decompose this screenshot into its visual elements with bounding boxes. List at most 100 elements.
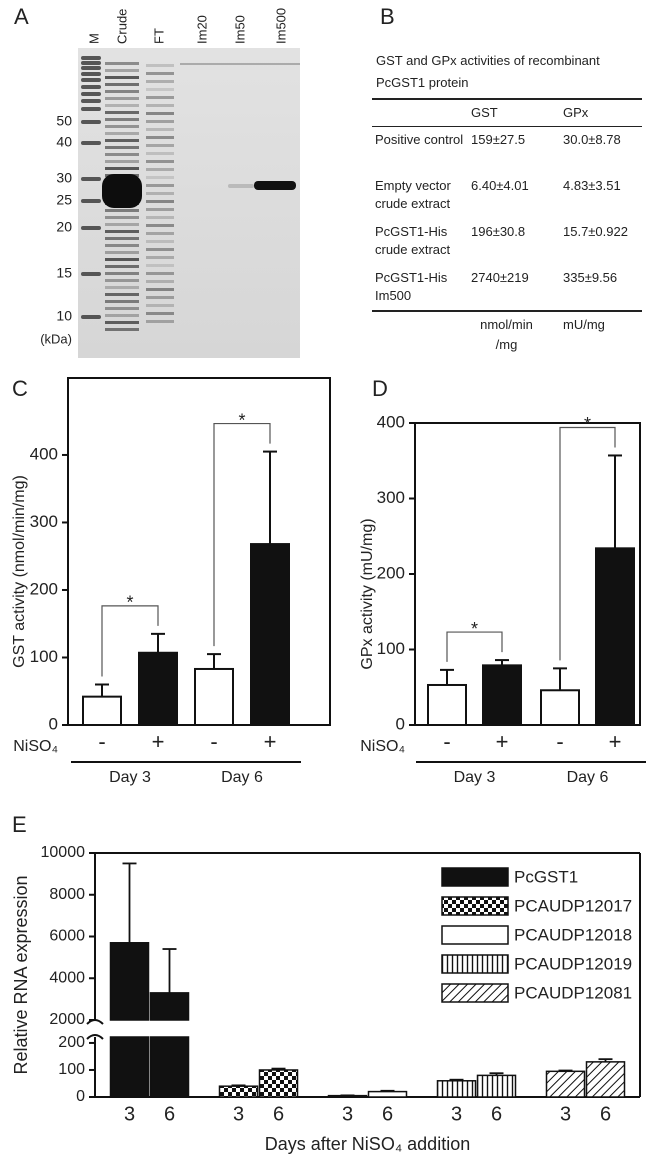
bar [218, 1085, 259, 1098]
marker-label: 15 [56, 265, 72, 281]
x-tick-label: + [264, 729, 277, 754]
ft-band [146, 64, 174, 67]
cell: 159±27.5 [471, 132, 526, 147]
y-tick-label: 8000 [49, 886, 85, 903]
group-label: Day 6 [567, 769, 609, 786]
x-tick-label: + [609, 729, 622, 754]
crude-band [105, 111, 139, 114]
axis-break [86, 1019, 104, 1040]
ft-band [146, 304, 174, 307]
ladder-band [81, 72, 101, 76]
crude-band [105, 69, 139, 72]
crude-band [105, 237, 139, 240]
ft-band [146, 184, 174, 187]
panel-label: C [12, 376, 28, 401]
ft-band [146, 224, 174, 227]
x-tick-label: 3 [560, 1103, 571, 1125]
legend-swatch [441, 983, 509, 1003]
x-tick-label: 6 [164, 1103, 175, 1125]
y-tick-label: 0 [76, 1088, 85, 1105]
panel-label: E [12, 812, 27, 837]
ft-band [146, 152, 174, 155]
ft-band [146, 136, 174, 139]
crude-band [105, 153, 139, 156]
y-tick-label: 400 [30, 444, 58, 463]
marker-label: 40 [56, 134, 72, 150]
ft-band [146, 88, 174, 91]
significance-bracket [446, 631, 503, 662]
x-tick-label: + [152, 729, 165, 754]
im500-band [254, 181, 296, 190]
significance-mark: * [126, 593, 133, 613]
lane-label: FT [151, 28, 166, 44]
panel-label: B [380, 4, 395, 29]
table-title: GST and GPx activities of recombinant Pc… [376, 53, 600, 90]
cell: 2740±219 [468, 264, 560, 312]
ft-band [146, 176, 174, 179]
crude-band [105, 251, 139, 254]
bar [482, 664, 522, 726]
crude-band [105, 328, 139, 331]
x-tick-label: 6 [600, 1103, 611, 1125]
bar [138, 651, 178, 726]
ft-band [146, 168, 174, 171]
bar [194, 667, 234, 726]
x-tick-label: - [98, 729, 105, 754]
x-tick-label: 3 [233, 1103, 244, 1125]
row-label: PcGST1-His Im500 [372, 264, 468, 312]
bar [476, 1074, 517, 1098]
bar [540, 689, 580, 727]
crude-major-band [102, 174, 142, 208]
crude-band [105, 321, 139, 324]
crude-band [105, 209, 139, 212]
ft-band [146, 288, 174, 291]
crude-band [105, 132, 139, 135]
bar [545, 1070, 586, 1098]
crude-band [105, 118, 139, 121]
ft-band [146, 128, 174, 131]
cell: 335±9.56 [560, 264, 642, 312]
crude-band [105, 223, 139, 226]
crude-band [105, 244, 139, 247]
row-label: Empty vector crude extract [375, 177, 451, 211]
panel-label: A [14, 4, 29, 29]
crude-band [105, 300, 139, 303]
y-tick-label: 200 [377, 563, 405, 582]
ft-band [146, 144, 174, 147]
x-tick-label: - [443, 729, 450, 754]
ladder-band [81, 199, 101, 203]
x-tick-label: 3 [124, 1103, 135, 1125]
legend-swatch [441, 954, 509, 974]
ft-band [146, 80, 174, 83]
legend-swatch [441, 925, 509, 945]
legend-swatch [441, 867, 509, 887]
marker-label: 50 [56, 113, 72, 129]
ladder-band [81, 99, 101, 103]
y-tick-label: 100 [377, 639, 405, 658]
ft-band [146, 96, 174, 99]
table-row: Empty vector crude extract 6.40±4.01 4.8… [372, 173, 642, 219]
bar [82, 695, 122, 727]
ladder-band [81, 141, 101, 145]
lane-label: Im500 [273, 8, 288, 44]
y-axis-label: GPx activity (mU/mg) [359, 518, 376, 669]
crude-band [105, 258, 139, 261]
crude-band [105, 139, 139, 142]
ft-band [146, 104, 174, 107]
significance-mark: * [584, 414, 591, 434]
crude-band [105, 272, 139, 275]
table-units: nmol/min /mg mU/mg [372, 311, 642, 355]
table-row: PcGST1-His crude extract 196±30.8 15.7±0… [372, 219, 642, 265]
y-tick-label: 6000 [49, 928, 85, 945]
y-tick-label: 100 [58, 1061, 85, 1078]
x-tick-label: + [496, 729, 509, 754]
legend-label: PCAUDP12081 [514, 983, 632, 1002]
y-tick-label: 100 [30, 647, 58, 666]
crude-band [105, 76, 139, 79]
significance-mark: * [238, 410, 245, 430]
row-label: PcGST1-His crude extract [375, 223, 451, 257]
marker-label: 10 [56, 308, 72, 324]
ft-band [146, 264, 174, 267]
ladder-band [81, 56, 101, 60]
